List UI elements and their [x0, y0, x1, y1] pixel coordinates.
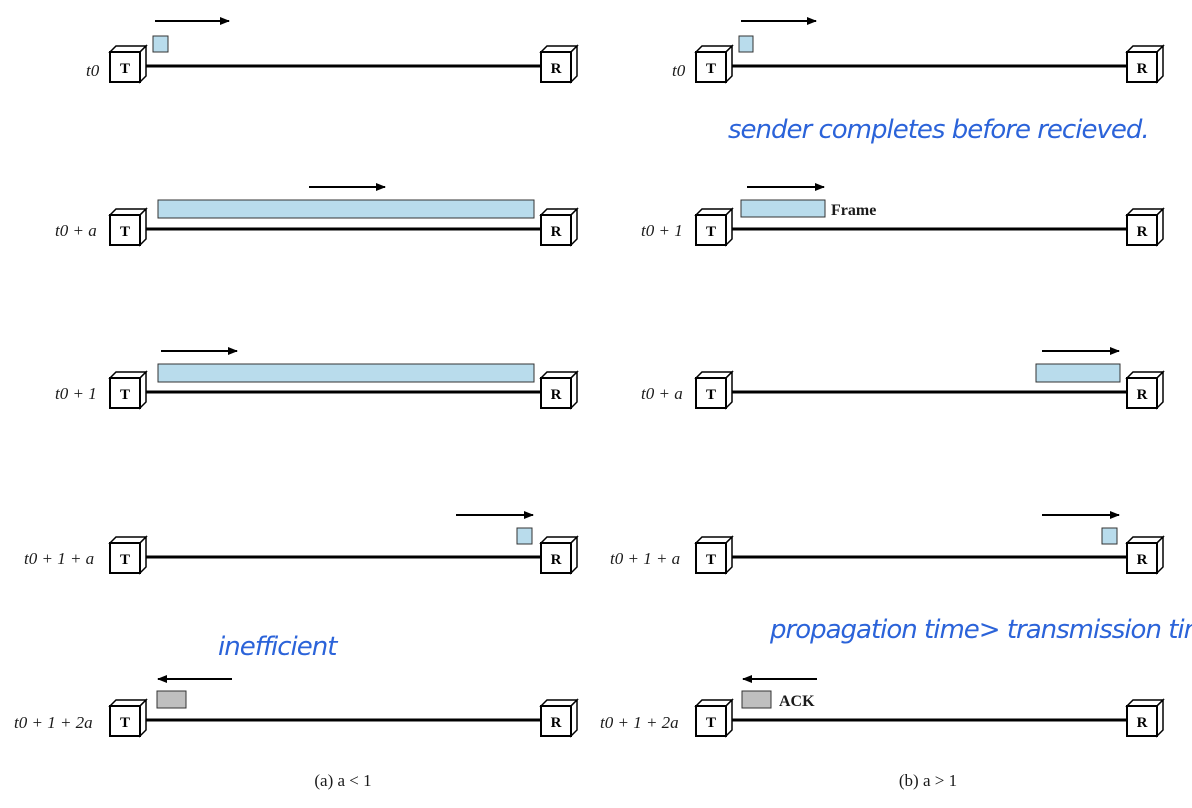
panel-b-row-3: t0 + a T R [641, 347, 1165, 410]
receiver-label: R [1137, 715, 1148, 731]
transmitter-label: T [706, 61, 716, 77]
receiver-node: R [539, 370, 579, 410]
panel-b-row-5: t0 + 1 + 2a T R ACK [600, 675, 1165, 738]
panel-b-row-4: t0 + 1 + a T R propagation time> transmi… [610, 511, 1192, 645]
frame-block [740, 199, 826, 218]
frame-block [738, 35, 754, 53]
receiver-node: R [539, 44, 579, 84]
transmitter-node: T [108, 44, 148, 84]
time-label: t0 + a [641, 384, 683, 403]
handwritten-annotation: propagation time> transmission time [769, 615, 1192, 645]
frame-block [516, 527, 533, 545]
panel-caption: (b) a > 1 [899, 771, 957, 790]
time-label: t0 + 1 [641, 221, 683, 240]
receiver-node: R [1125, 698, 1165, 738]
panel-a-row-4: t0 + 1 + a T R [24, 511, 579, 575]
transmitter-node: T [694, 207, 734, 247]
receiver-label: R [551, 387, 562, 403]
panel-a-row-3: t0 + 1 T R [55, 347, 579, 410]
receiver-node: R [1125, 370, 1165, 410]
receiver-label: R [551, 61, 562, 77]
panel-b-row-2: t0 + 1 T R Frame [641, 183, 1165, 247]
receiver-node: R [1125, 207, 1165, 247]
transmitter-node: T [694, 370, 734, 410]
receiver-node: R [1125, 44, 1165, 84]
transmitter-node: T [108, 207, 148, 247]
frame-note: Frame [831, 202, 876, 219]
frame-block [152, 35, 169, 53]
receiver-label: R [551, 552, 562, 568]
time-label: t0 [86, 61, 100, 80]
panel-b-row-1: t0 T R sender completes before recieved. [672, 17, 1165, 145]
transmitter-label: T [120, 224, 130, 240]
receiver-node: R [539, 535, 579, 575]
transmitter-label: T [120, 387, 130, 403]
ack-note: ACK [779, 693, 815, 710]
receiver-node: R [539, 207, 579, 247]
time-label: t0 + 1 + a [24, 549, 94, 568]
panel-a: t0 T R t0 + a [14, 17, 579, 790]
frame-block [157, 199, 535, 219]
transmitter-node: T [108, 535, 148, 575]
frame-block [1101, 527, 1118, 545]
receiver-label: R [1137, 387, 1148, 403]
ack-block [741, 690, 772, 709]
time-label: t0 + 1 + 2a [14, 713, 93, 732]
transmitter-label: T [120, 61, 130, 77]
time-label: t0 + a [55, 221, 97, 240]
frame-block [157, 363, 535, 383]
transmitter-label: T [706, 715, 716, 731]
panel-a-row-1: t0 T R [86, 17, 579, 84]
transmitter-label: T [706, 387, 716, 403]
receiver-node: R [1125, 535, 1165, 575]
time-label: t0 + 1 [55, 384, 97, 403]
handwritten-annotation: inefficient [218, 632, 338, 662]
transmitter-node: T [694, 44, 734, 84]
time-label: t0 + 1 + a [610, 549, 680, 568]
receiver-label: R [551, 715, 562, 731]
receiver-label: R [1137, 552, 1148, 568]
transmitter-node: T [108, 370, 148, 410]
transmitter-node: T [108, 698, 148, 738]
transmitter-label: T [706, 552, 716, 568]
receiver-label: R [1137, 61, 1148, 77]
frame-block [1035, 363, 1121, 383]
ack-block [156, 690, 187, 709]
panel-a-row-5: t0 + 1 + 2a T R inefficient [14, 632, 579, 738]
receiver-node: R [539, 698, 579, 738]
panel-a-row-2: t0 + a T R [55, 183, 579, 247]
time-label: t0 [672, 61, 686, 80]
transmitter-node: T [694, 698, 734, 738]
transmitter-node: T [694, 535, 734, 575]
transmitter-label: T [120, 552, 130, 568]
receiver-label: R [1137, 224, 1148, 240]
transmitter-label: T [120, 715, 130, 731]
panel-caption: (a) a < 1 [314, 771, 371, 790]
transmitter-label: T [706, 224, 716, 240]
receiver-label: R [551, 224, 562, 240]
time-label: t0 + 1 + 2a [600, 713, 679, 732]
panel-b: t0 T R sender completes before recieved.… [600, 17, 1192, 790]
handwritten-annotation: sender completes before recieved. [728, 115, 1149, 145]
